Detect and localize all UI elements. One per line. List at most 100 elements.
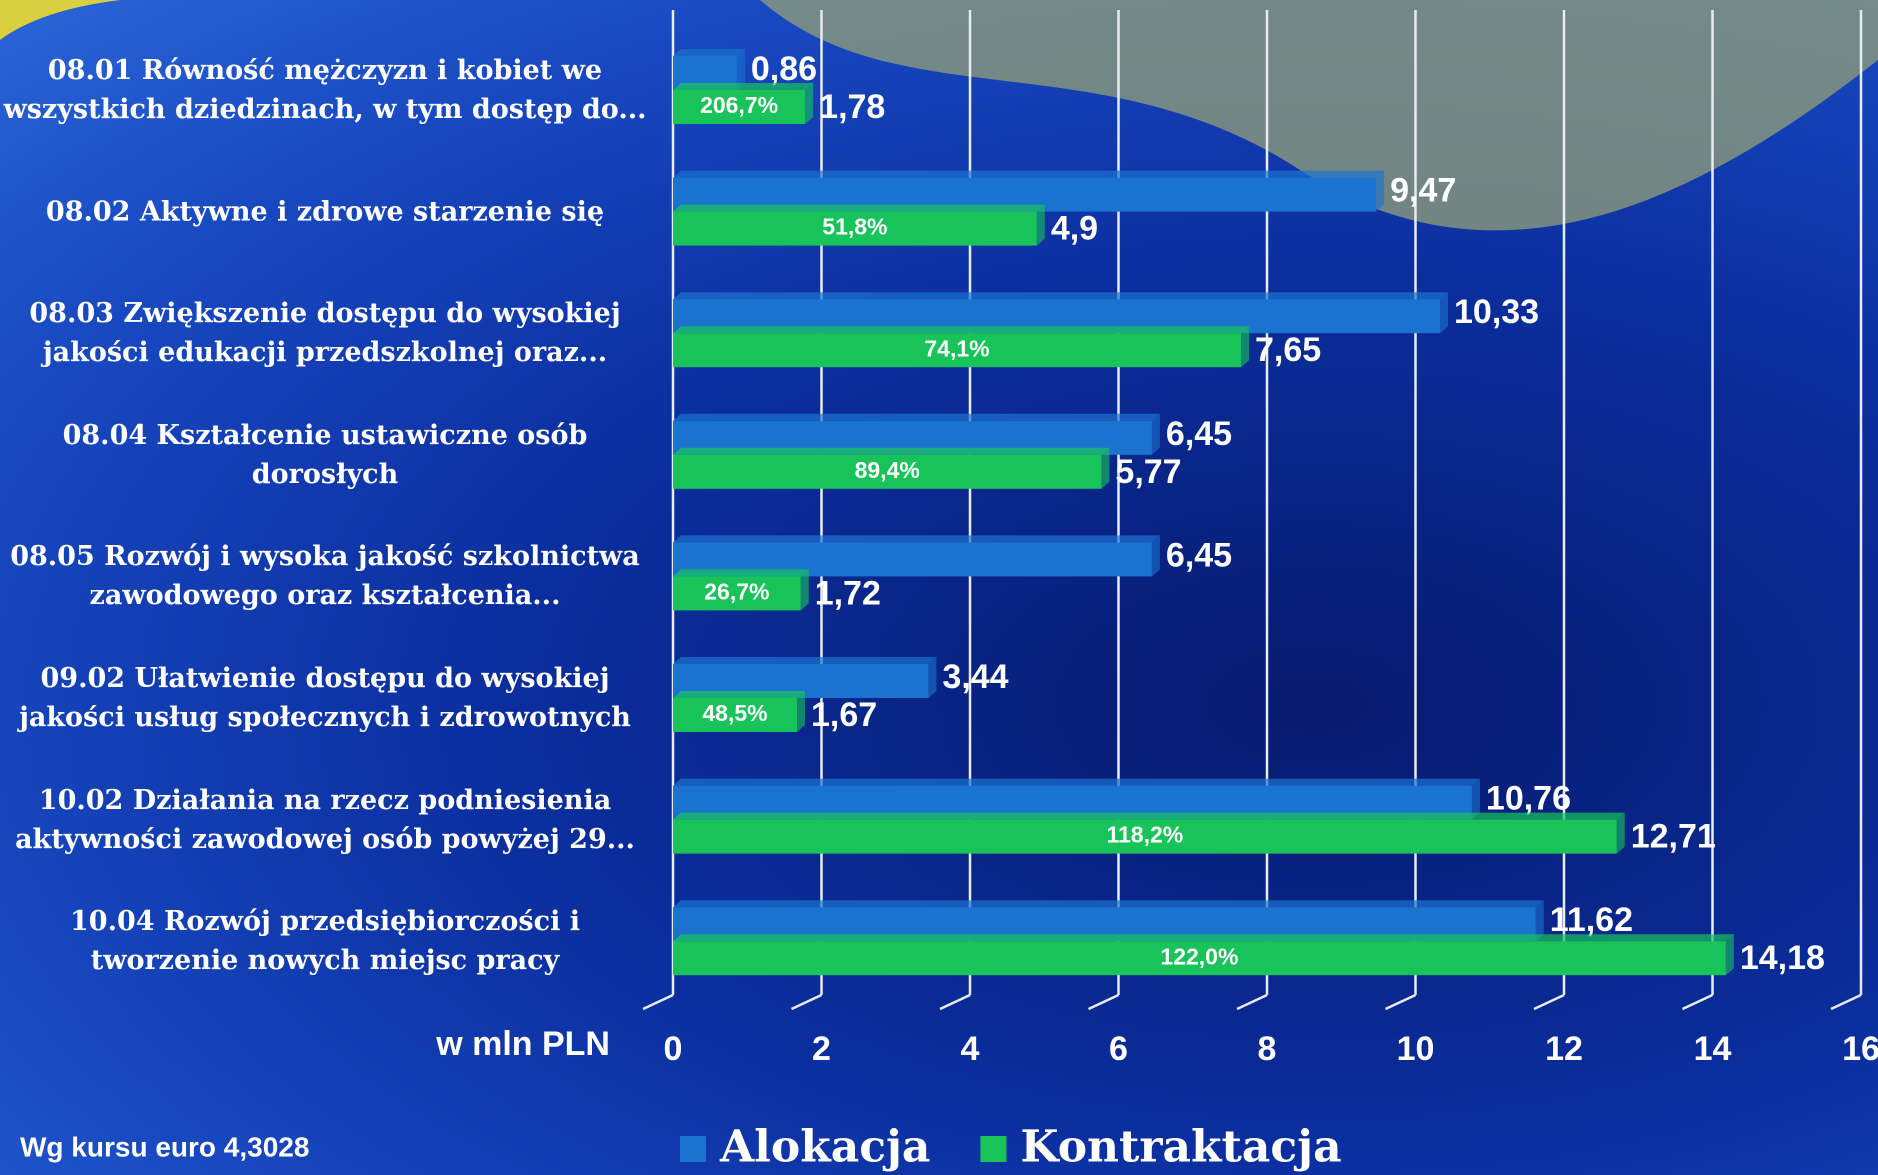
value-label: 4,9 [1051,210,1098,248]
bar-top [673,691,805,698]
category-label: 08.01 Równość mężczyzn i kobiet we wszys… [3,55,647,125]
x-tick-label: 10 [1397,1030,1435,1068]
bar-side [800,569,809,611]
tick-mark [1087,993,1120,1011]
value-label: 10,76 [1486,780,1571,818]
bar-side [805,83,814,124]
category-label: 08.05 Rozwój i wysoka jakość szkolnictwa… [10,541,640,612]
percentage-label: 89,4% [855,457,920,483]
value-label: 6,45 [1166,415,1232,453]
tick-mark [1681,993,1714,1011]
value-label: 6,45 [1166,536,1232,574]
tick-mark [1830,993,1862,1011]
background-shape [760,0,1878,231]
value-label: 1,72 [815,574,881,612]
x-tick-label: 4 [961,1030,980,1068]
bar-side [1101,447,1110,489]
bar-top [673,49,745,56]
bar-top [673,447,1110,455]
bar-side [1725,934,1734,976]
bar-top [673,292,1449,300]
value-label: 12,71 [1631,818,1716,856]
bar-top [673,812,1625,820]
x-tick-label: 8 [1258,1030,1277,1068]
value-label: 5,77 [1115,453,1181,491]
legend-label: Kontraktacja [1020,1122,1341,1173]
bar [673,576,801,611]
bar-side [1376,170,1385,212]
x-tick-label: 16 [1842,1030,1878,1068]
x-tick-label: 0 [664,1030,683,1068]
x-tick-label: 2 [812,1030,831,1068]
x-tick-label: 6 [1109,1030,1128,1068]
tick-mark [939,993,971,1011]
value-label: 0,86 [751,50,817,88]
bar-side [928,657,937,698]
bar-top [673,413,1160,421]
percentage-label: 122,0% [1160,943,1238,969]
bar-top [673,934,1734,942]
category-label: 10.04 Rozwój przedsiębiorczości i tworze… [70,906,580,977]
value-label: 1,78 [819,88,885,126]
bar-top [673,204,1045,212]
tick-mark [1236,993,1268,1011]
tick-mark [1384,993,1417,1011]
bar [673,211,1037,246]
percentage-label: 51,8% [822,214,887,240]
category-label: 08.03 Zwiększenie dostępu do wysokiej ja… [29,298,621,369]
value-label: 11,62 [1550,901,1633,939]
bar-side [1151,413,1160,455]
bar-side [1440,292,1449,334]
bar-top [673,83,814,90]
category-label: 08.02 Aktywne i zdrowe starzenie się [45,196,605,228]
note: Wg kursu euro 4,3028 [20,1131,309,1162]
bar-side [1036,204,1045,246]
value-label: 1,67 [811,696,877,734]
bar-side [736,49,745,90]
bar-side [1471,778,1480,820]
bar [673,819,1617,854]
legend-swatch [980,1136,1007,1162]
bar-top [673,900,1544,908]
bar-top [673,657,937,664]
percentage-label: 26,7% [704,578,769,604]
tick-mark [642,993,674,1011]
value-label: 14,18 [1740,939,1825,977]
x-axis-label: w mln PLN [435,1025,610,1063]
bar-side [796,691,805,732]
bar-top [673,778,1480,786]
category-label: 08.04 Kształcenie ustawiczne osób dorosł… [62,419,588,490]
bar-top [673,326,1250,334]
bar-side [1535,900,1544,942]
x-tick-label: 12 [1545,1030,1583,1068]
bar [673,698,797,732]
category-label: 10.02 Działania na rzecz podniesienia ak… [15,784,635,855]
legend-swatch [680,1136,706,1162]
tick-mark [1533,993,1565,1011]
value-label: 7,65 [1255,331,1321,369]
value-label: 9,47 [1390,172,1456,210]
x-tick-label: 14 [1694,1030,1732,1068]
percentage-label: 74,1% [924,335,989,361]
bar [673,941,1726,976]
bar [673,333,1242,368]
bar-side [1616,812,1625,854]
percentage-label: 118,2% [1106,822,1183,848]
bar [673,90,806,124]
bar-side [1241,326,1250,368]
background-corner [0,0,120,40]
percentage-label: 48,5% [702,700,767,726]
category-label: 09.02 Ułatwienie dostępu do wysokiej jak… [19,663,631,733]
tick-mark [790,993,823,1011]
bar [673,454,1102,489]
value-label: 3,44 [942,658,1008,696]
value-label: 10,33 [1454,293,1539,331]
bar-top [673,569,809,577]
legend-label: Alokacja [719,1122,930,1173]
bar-top [673,170,1385,178]
bar-side [1151,535,1160,577]
bar-top [673,535,1160,543]
percentage-label: 206,7% [700,92,778,118]
